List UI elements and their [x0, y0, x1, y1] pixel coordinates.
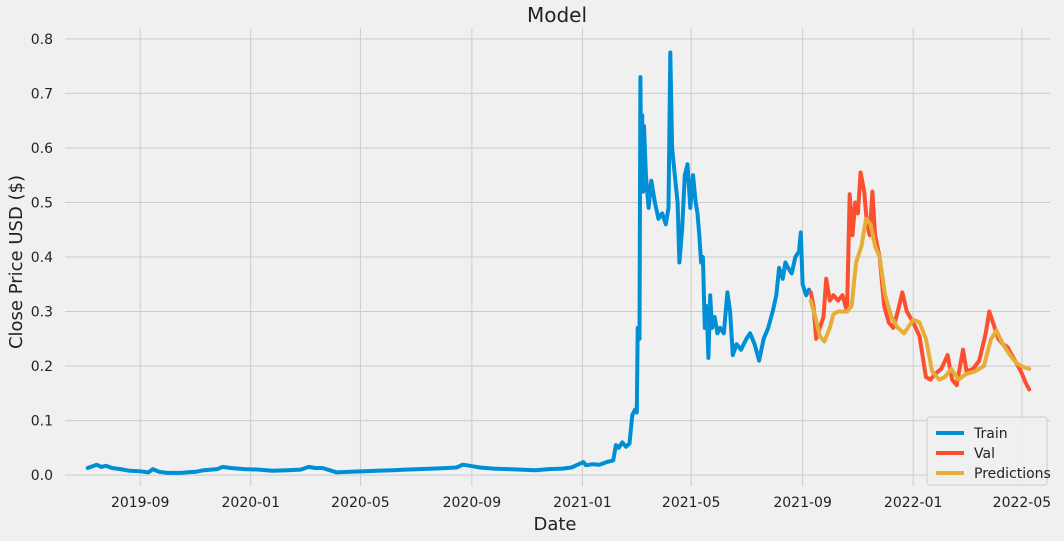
y-tick-label: 0.3 — [31, 305, 53, 321]
x-tick-label: 2021-05 — [662, 495, 721, 511]
x-axis-title: Date — [533, 514, 576, 535]
legend-label: Train — [973, 426, 1008, 442]
ticks: 0.0 0.1 0.2 0.3 0.4 0.5 0.6 0.7 0.8 2019-09 2020-0… — [31, 32, 1051, 511]
x-tick-label: 2020-09 — [443, 495, 502, 511]
series-line-val — [808, 170, 1032, 392]
x-tick-label: 2022-05 — [993, 495, 1052, 511]
grid — [65, 28, 1050, 486]
y-tick-label: 0.4 — [31, 250, 53, 266]
y-tick-label: 0.0 — [31, 468, 53, 484]
series-line-train — [85, 50, 811, 475]
legend: Train Val Predictions — [926, 416, 1051, 486]
y-axis-title: Close Price USD ($) — [6, 175, 27, 349]
x-tick-label: 2020-01 — [222, 495, 281, 511]
legend-label: Val — [974, 446, 995, 462]
y-tick-label: 0.6 — [31, 141, 53, 157]
y-tick-label: 0.8 — [31, 32, 53, 48]
x-tick-label: 2022-01 — [884, 495, 943, 511]
series-layer — [85, 50, 1032, 475]
y-tick-label: 0.5 — [31, 195, 53, 211]
x-tick-label: 2020-05 — [331, 495, 390, 511]
x-tick-label: 2021-09 — [773, 495, 832, 511]
series-line-predictions — [808, 216, 1032, 382]
chart-title: Model — [527, 3, 587, 27]
y-tick-label: 0.7 — [31, 86, 53, 102]
y-tick-label: 0.1 — [31, 414, 53, 430]
legend-label: Predictions — [974, 466, 1051, 482]
x-tick-label: 2021-01 — [553, 495, 612, 511]
y-tick-label: 0.2 — [31, 359, 53, 375]
x-tick-label: 2019-09 — [111, 495, 170, 511]
